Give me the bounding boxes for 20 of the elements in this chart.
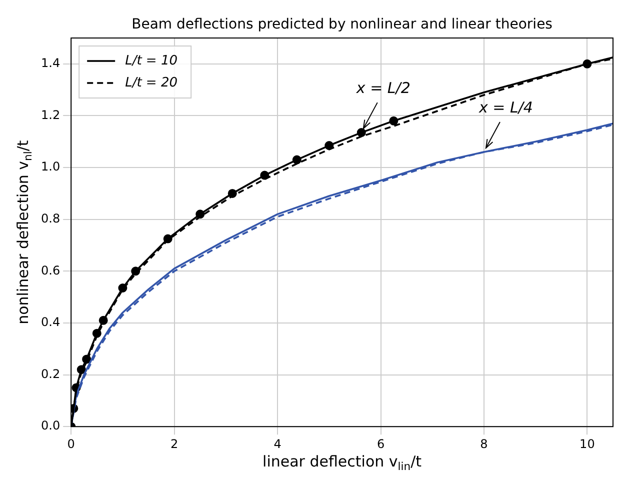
y-tick-label: 0.4 bbox=[40, 315, 60, 330]
y-axis-title: nonlinear deflection vnl/t bbox=[14, 140, 34, 324]
x-tick-label: 4 bbox=[274, 436, 282, 451]
chart-title: Beam deflections predicted by nonlinear and linear theories bbox=[132, 16, 552, 33]
x-tick-label: 6 bbox=[376, 436, 385, 451]
y-tick-label: 0.8 bbox=[40, 211, 60, 226]
legend-label: L/t = 10 bbox=[125, 53, 178, 68]
y-tick-label: 0.6 bbox=[40, 263, 60, 278]
x-tick-label: 2 bbox=[170, 436, 178, 451]
y-tick-label: 1.2 bbox=[40, 108, 60, 122]
annotation: x = L/4 bbox=[478, 98, 533, 116]
x-tick-label: 0 bbox=[67, 436, 75, 451]
x-tick-label: 8 bbox=[480, 436, 488, 451]
legend-label: L/t = 20 bbox=[125, 75, 178, 90]
y-tick-label: 1.4 bbox=[40, 56, 60, 70]
y-tick-label: 1.0 bbox=[40, 160, 60, 174]
annotation: x = L/2 bbox=[355, 78, 410, 97]
x-tick-label: 10 bbox=[580, 436, 595, 451]
y-tick-label: 0.2 bbox=[40, 366, 60, 381]
y-tick-label: 0.0 bbox=[40, 418, 60, 433]
